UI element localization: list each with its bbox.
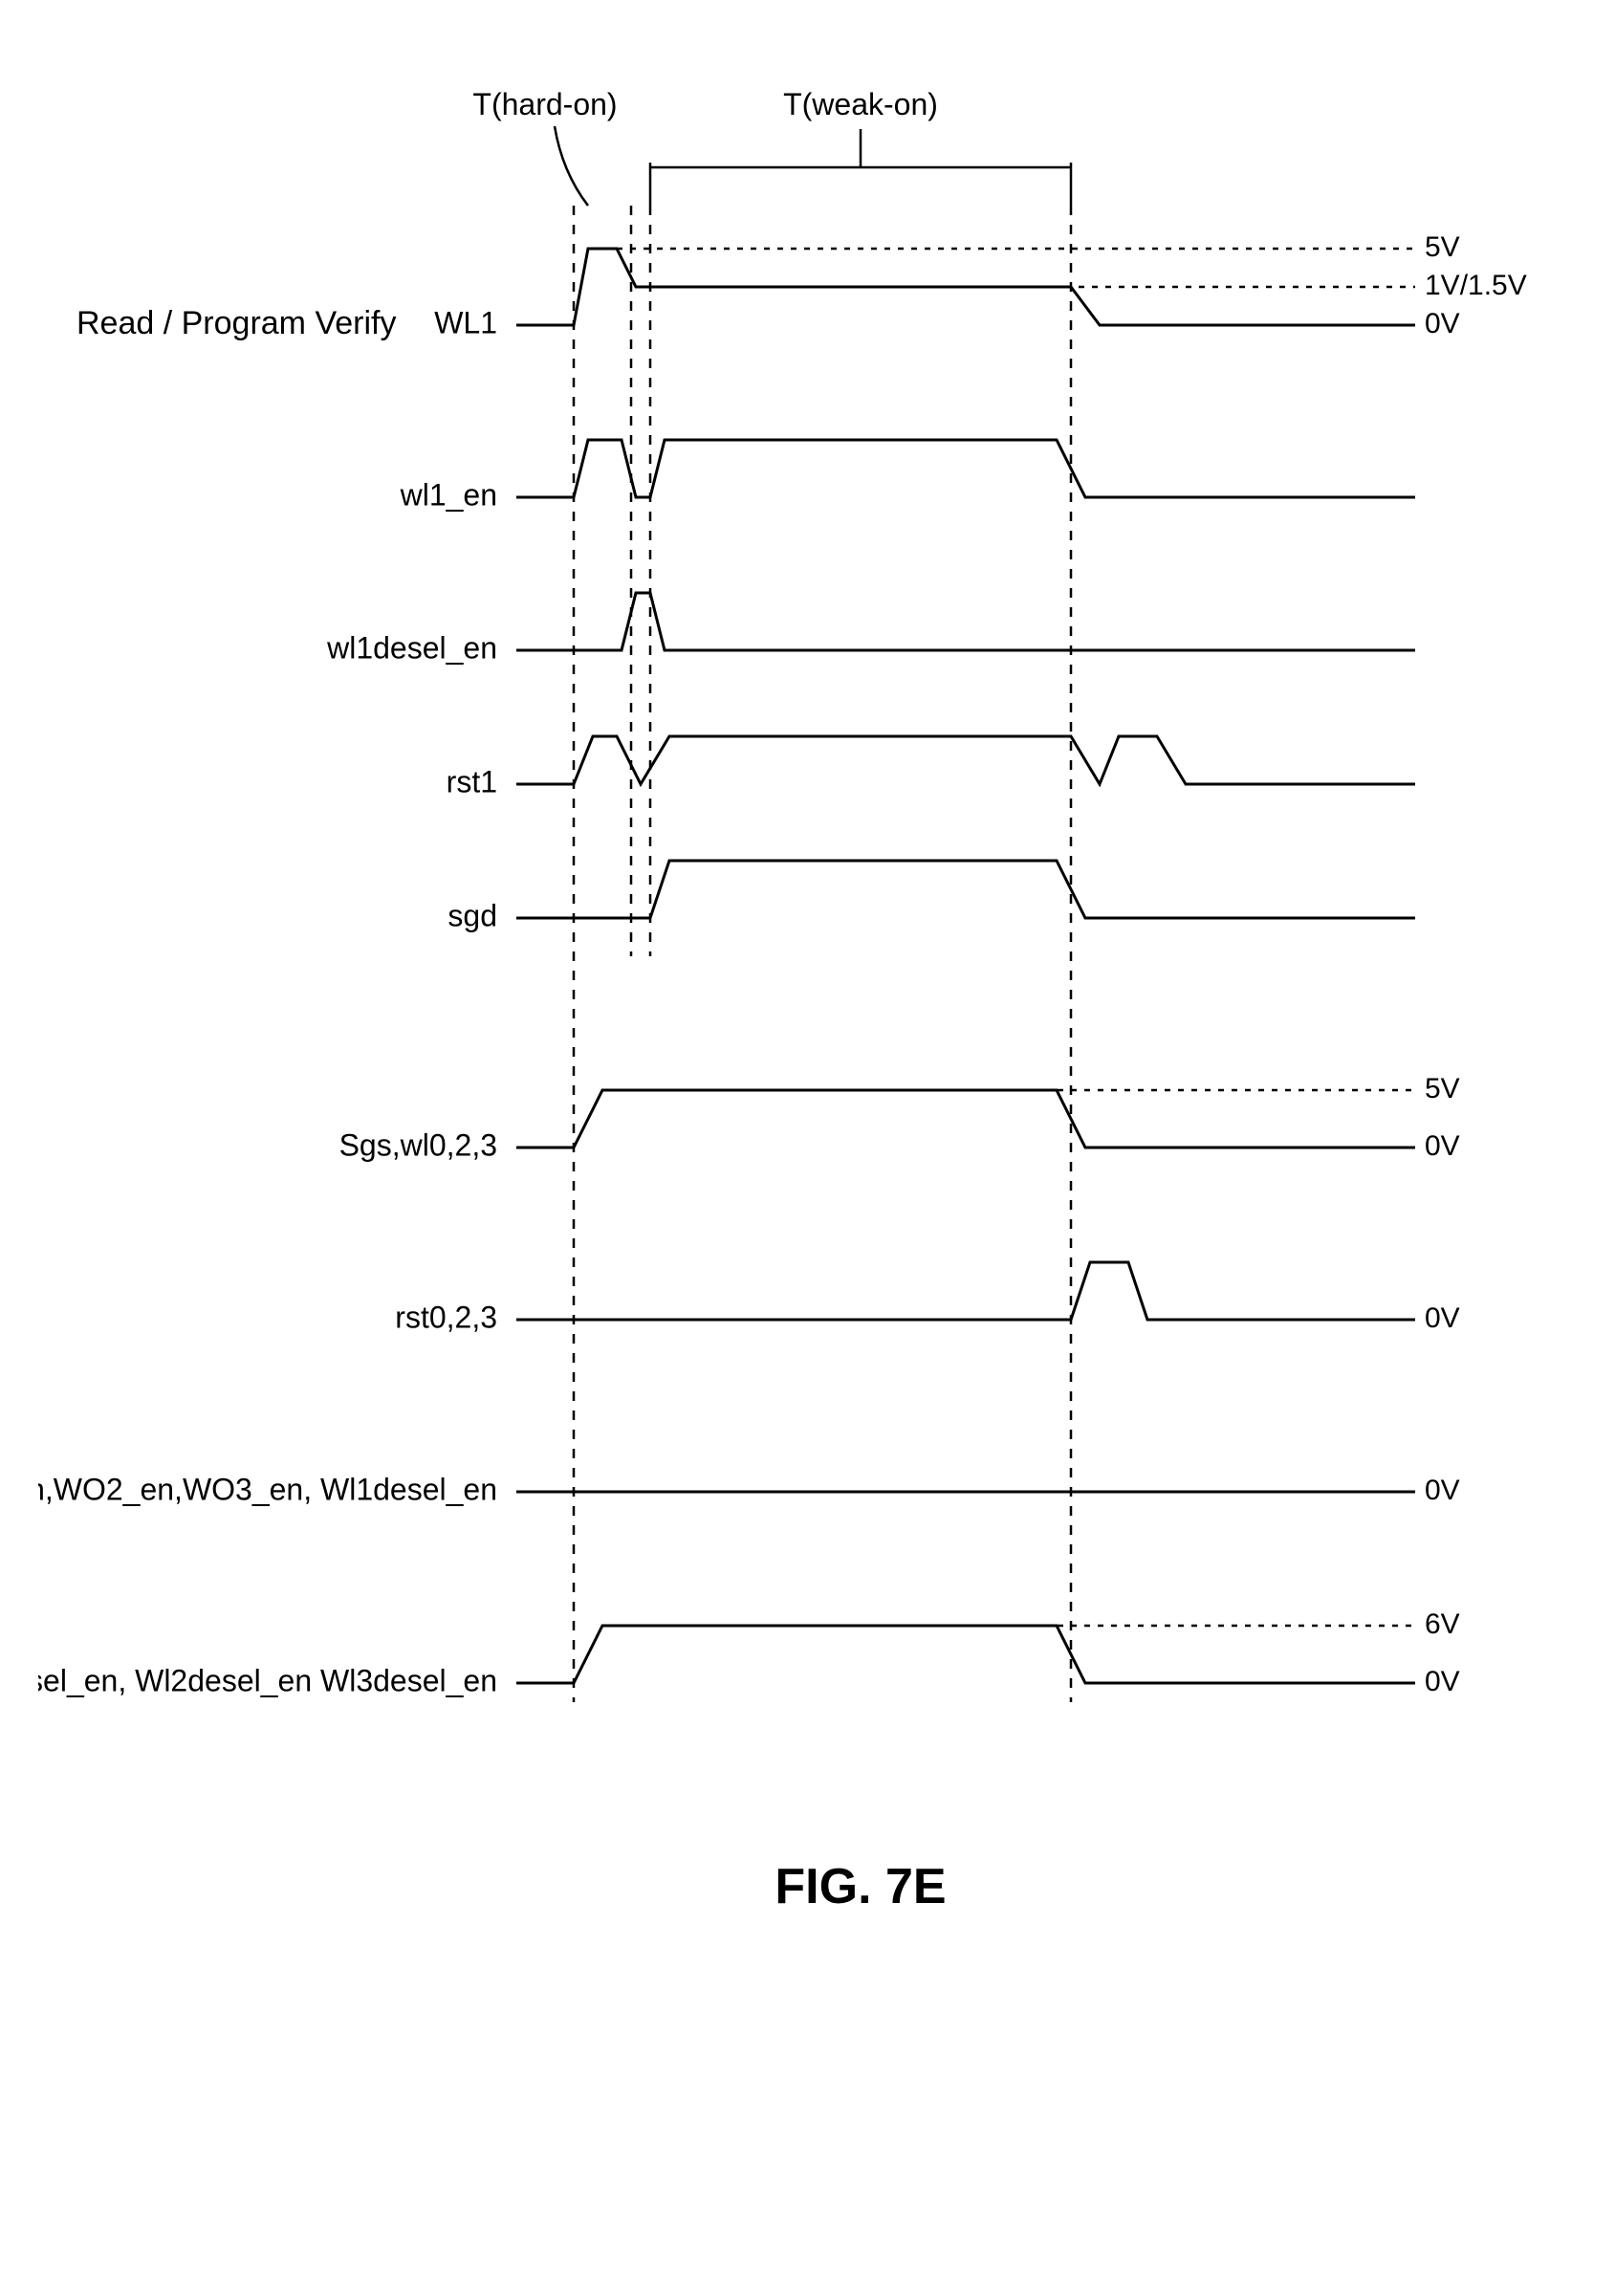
- label-wl0desel: Wl0desel_en, Wl2desel_en Wl3desel_en: [38, 1663, 497, 1697]
- phase-label-hard-on: T(hard-on): [472, 87, 617, 121]
- label-rst023: rst0,2,3: [395, 1300, 497, 1334]
- label-rst1: rst1: [447, 764, 497, 798]
- figure-label: FIG. 7E: [775, 1859, 946, 1914]
- val-wl1-mid: 1V/1.5V: [1425, 270, 1527, 301]
- label-wl1desel: wl1desel_en: [326, 630, 497, 665]
- wave-wl1desel: [516, 593, 1415, 650]
- hard-on-leader: [555, 126, 588, 206]
- phase-label-weak-on: T(weak-on): [783, 87, 938, 121]
- label-wl1: WL1: [434, 305, 497, 339]
- wave-sgs: [516, 1090, 1415, 1148]
- val-sgs-5v: 5V: [1425, 1073, 1460, 1104]
- val-sgs-0v: 0V: [1425, 1130, 1460, 1162]
- wave-rst023: [516, 1262, 1415, 1320]
- label-sgs: Sgs,wl0,2,3: [339, 1127, 497, 1162]
- val-wl1-0v: 0V: [1425, 308, 1460, 339]
- timing-diagram: Read / Program Verify T(hard-on) T(weak-…: [38, 38, 1568, 2238]
- val-wl0desel-0v: 0V: [1425, 1666, 1460, 1697]
- val-wl0en-0v: 0V: [1425, 1475, 1460, 1506]
- wave-sgd: [516, 861, 1415, 918]
- title-label: Read / Program Verify: [76, 305, 396, 341]
- val-wl0desel-6v: 6V: [1425, 1608, 1460, 1640]
- val-wl1-5v: 5V: [1425, 231, 1460, 263]
- timing-svg: Read / Program Verify T(hard-on) T(weak-…: [38, 38, 1568, 2238]
- label-sgd: sgd: [447, 898, 497, 932]
- label-wl1en: wl1_en: [400, 477, 497, 512]
- wave-wl1en: [516, 440, 1415, 497]
- wave-wl0desel: [516, 1626, 1415, 1683]
- label-wl0en: Wl0_en,WO2_en,WO3_en, Wl1desel_en: [38, 1472, 497, 1506]
- val-rst023-0v: 0V: [1425, 1302, 1460, 1334]
